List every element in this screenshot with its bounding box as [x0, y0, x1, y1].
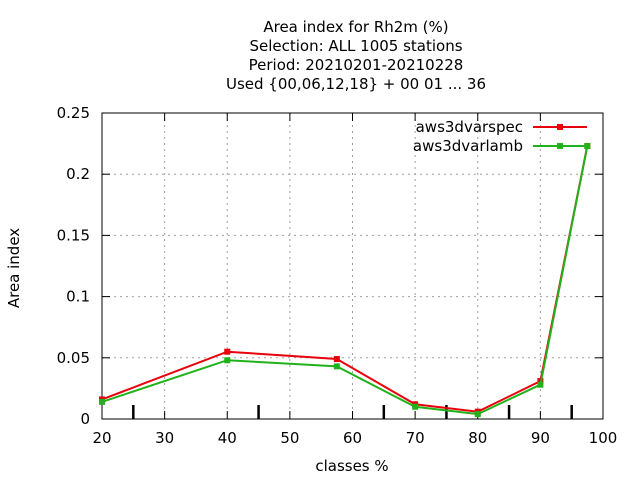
series-line-aws3dvarlamb: [101, 145, 589, 416]
chart-title-line: Used {00,06,12,18} + 00 01 ... 36: [226, 75, 486, 93]
data-point-aws3dvarlamb: [412, 403, 419, 410]
x-axis-label: classes %: [315, 457, 388, 475]
x-tick-label: 100: [589, 429, 618, 447]
titles: Area index for Rh2m (%)Selection: ALL 10…: [5, 18, 486, 475]
grid: [102, 113, 603, 419]
x-tick-label: 90: [531, 429, 550, 447]
plot-border: [101, 112, 604, 420]
legend-marker: [557, 124, 563, 130]
legend-label: aws3dvarlamb: [413, 137, 523, 155]
plot-frame: [101, 112, 604, 420]
data-point-aws3dvarlamb: [584, 143, 591, 150]
y-axis-label: Area index: [5, 228, 23, 308]
x-tick-label: 40: [218, 429, 237, 447]
y-tick-label: 0.05: [57, 349, 90, 367]
x-tick-label: 80: [468, 429, 487, 447]
data-point-aws3dvarlamb: [474, 411, 481, 418]
axis-ticks: 0 0.05 0.1 0.15 0.2 0.25 20 30 40 50 60 70 80 90 100: [57, 104, 618, 447]
data-point-aws3dvarlamb: [537, 381, 544, 388]
y-tick-label: 0.2: [66, 165, 90, 183]
data-point-aws3dvarlamb: [224, 357, 231, 364]
chart-title-line: Period: 20210201-20210228: [249, 56, 464, 74]
y-tick-label: 0.25: [57, 104, 90, 122]
legend-label: aws3dvarspec: [416, 118, 523, 136]
y-tick-label: 0.1: [66, 288, 90, 306]
y-tick-label: 0.15: [57, 226, 90, 244]
legend-marker: [557, 143, 563, 149]
chart-title-line: Area index for Rh2m (%): [263, 18, 448, 36]
x-tick-label: 20: [92, 429, 111, 447]
x-tick-label: 70: [406, 429, 425, 447]
series-group: [99, 143, 591, 418]
data-point-aws3dvarlamb: [99, 398, 105, 405]
y-tick-label: 0: [80, 410, 90, 428]
data-point-aws3dvarspec: [224, 348, 231, 355]
x-tick-label: 60: [343, 429, 362, 447]
chart-title-line: Selection: ALL 1005 stations: [249, 37, 462, 55]
x-tick-label: 30: [155, 429, 174, 447]
x-tick-label: 50: [280, 429, 299, 447]
data-point-aws3dvarlamb: [333, 363, 340, 370]
data-point-aws3dvarspec: [333, 356, 340, 363]
series-line-aws3dvarspec: [101, 145, 589, 413]
bottom-markers: [132, 405, 573, 419]
